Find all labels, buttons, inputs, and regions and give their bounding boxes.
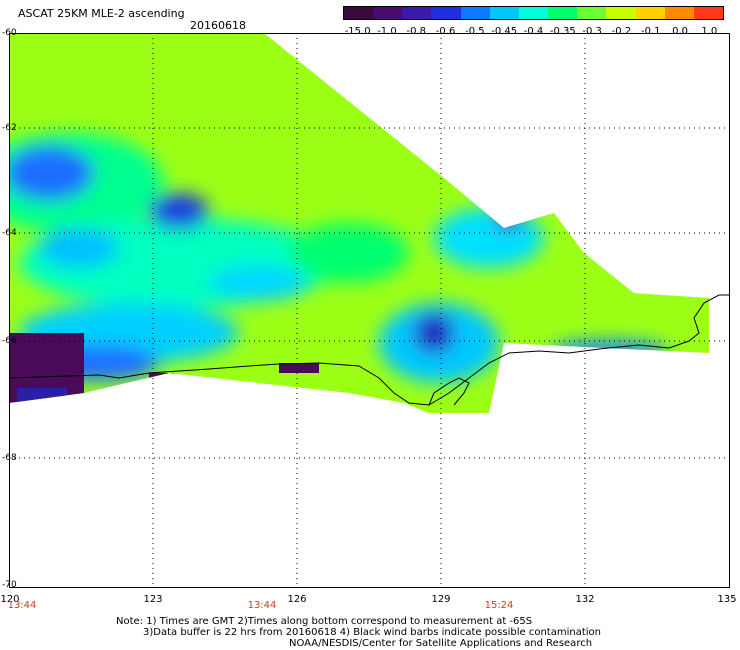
footer-note-3: NOAA/NESDIS/Center for Satellite Applica… <box>289 638 593 649</box>
colorbar-cell <box>577 7 607 19</box>
colorbar <box>343 6 724 20</box>
colorbar-tick-label: -0.35 <box>549 26 576 37</box>
colorbar-cell <box>693 7 724 19</box>
colorbar-cell <box>518 7 549 19</box>
map-date: 20160618 <box>190 19 246 32</box>
map-plot <box>9 33 730 588</box>
colorbar-tick-label: -0.45 <box>491 26 518 37</box>
colorbar-tick-label: -0.6 <box>435 26 456 37</box>
colorbar-cell <box>664 7 694 19</box>
time-label: 13:44 <box>7 600 37 611</box>
x-tick-label: 123 <box>143 594 163 605</box>
coastline-inlet <box>428 377 470 406</box>
colorbar-tick-label: -0.5 <box>465 26 485 37</box>
colorbar-tick-label: -0.3 <box>582 26 602 37</box>
x-tick-label: 135 <box>717 594 737 605</box>
colorbar-tick-label: -0.8 <box>406 26 427 37</box>
y-tick-label: -66 <box>2 336 17 346</box>
colorbar-tick-label: -0.1 <box>640 26 661 37</box>
footer-note-2: 3)Data buffer is 22 hrs from 20160618 4)… <box>143 627 601 638</box>
colorbar-tick-label: -1.0 <box>377 26 397 37</box>
colorbar-cell <box>460 7 490 19</box>
y-tick-label: -70 <box>2 580 17 590</box>
colorbar-cell <box>489 7 519 19</box>
colorbar-tick-label: 0.0 <box>672 26 688 37</box>
colorbar-tick-label: -0.4 <box>523 26 544 37</box>
x-tick-label: 132 <box>575 594 595 605</box>
colorbar-cell <box>431 7 461 19</box>
y-tick-label: -68 <box>2 453 17 463</box>
grid-lines <box>9 33 730 588</box>
time-label: 13:44 <box>247 600 277 611</box>
y-tick-label: -62 <box>2 123 17 133</box>
colorbar-tick-label: -0.2 <box>611 26 632 37</box>
colorbar-cell <box>373 7 403 19</box>
plot-frame <box>9 33 730 588</box>
colorbar-cell <box>606 7 636 19</box>
coastline <box>9 294 730 406</box>
colorbar-tick-label: -15.0 <box>344 26 371 37</box>
x-tick-label: 126 <box>287 594 307 605</box>
x-tick-label: 120 <box>0 594 20 605</box>
time-label: 15:24 <box>484 600 514 611</box>
colorbar-cell <box>402 7 432 19</box>
footer-note-1: Note: 1) Times are GMT 2)Times along bot… <box>116 616 533 627</box>
y-tick-label: -64 <box>2 228 17 238</box>
colorbar-cell <box>548 7 578 19</box>
colorbar-cell <box>344 7 374 19</box>
map-title: ASCAT 25KM MLE-2 ascending <box>18 7 185 20</box>
x-tick-label: 129 <box>431 594 451 605</box>
colorbar-tick-label: 1.0 <box>701 26 718 37</box>
colorbar-cell <box>635 7 665 19</box>
y-tick-label: -60 <box>2 28 17 38</box>
